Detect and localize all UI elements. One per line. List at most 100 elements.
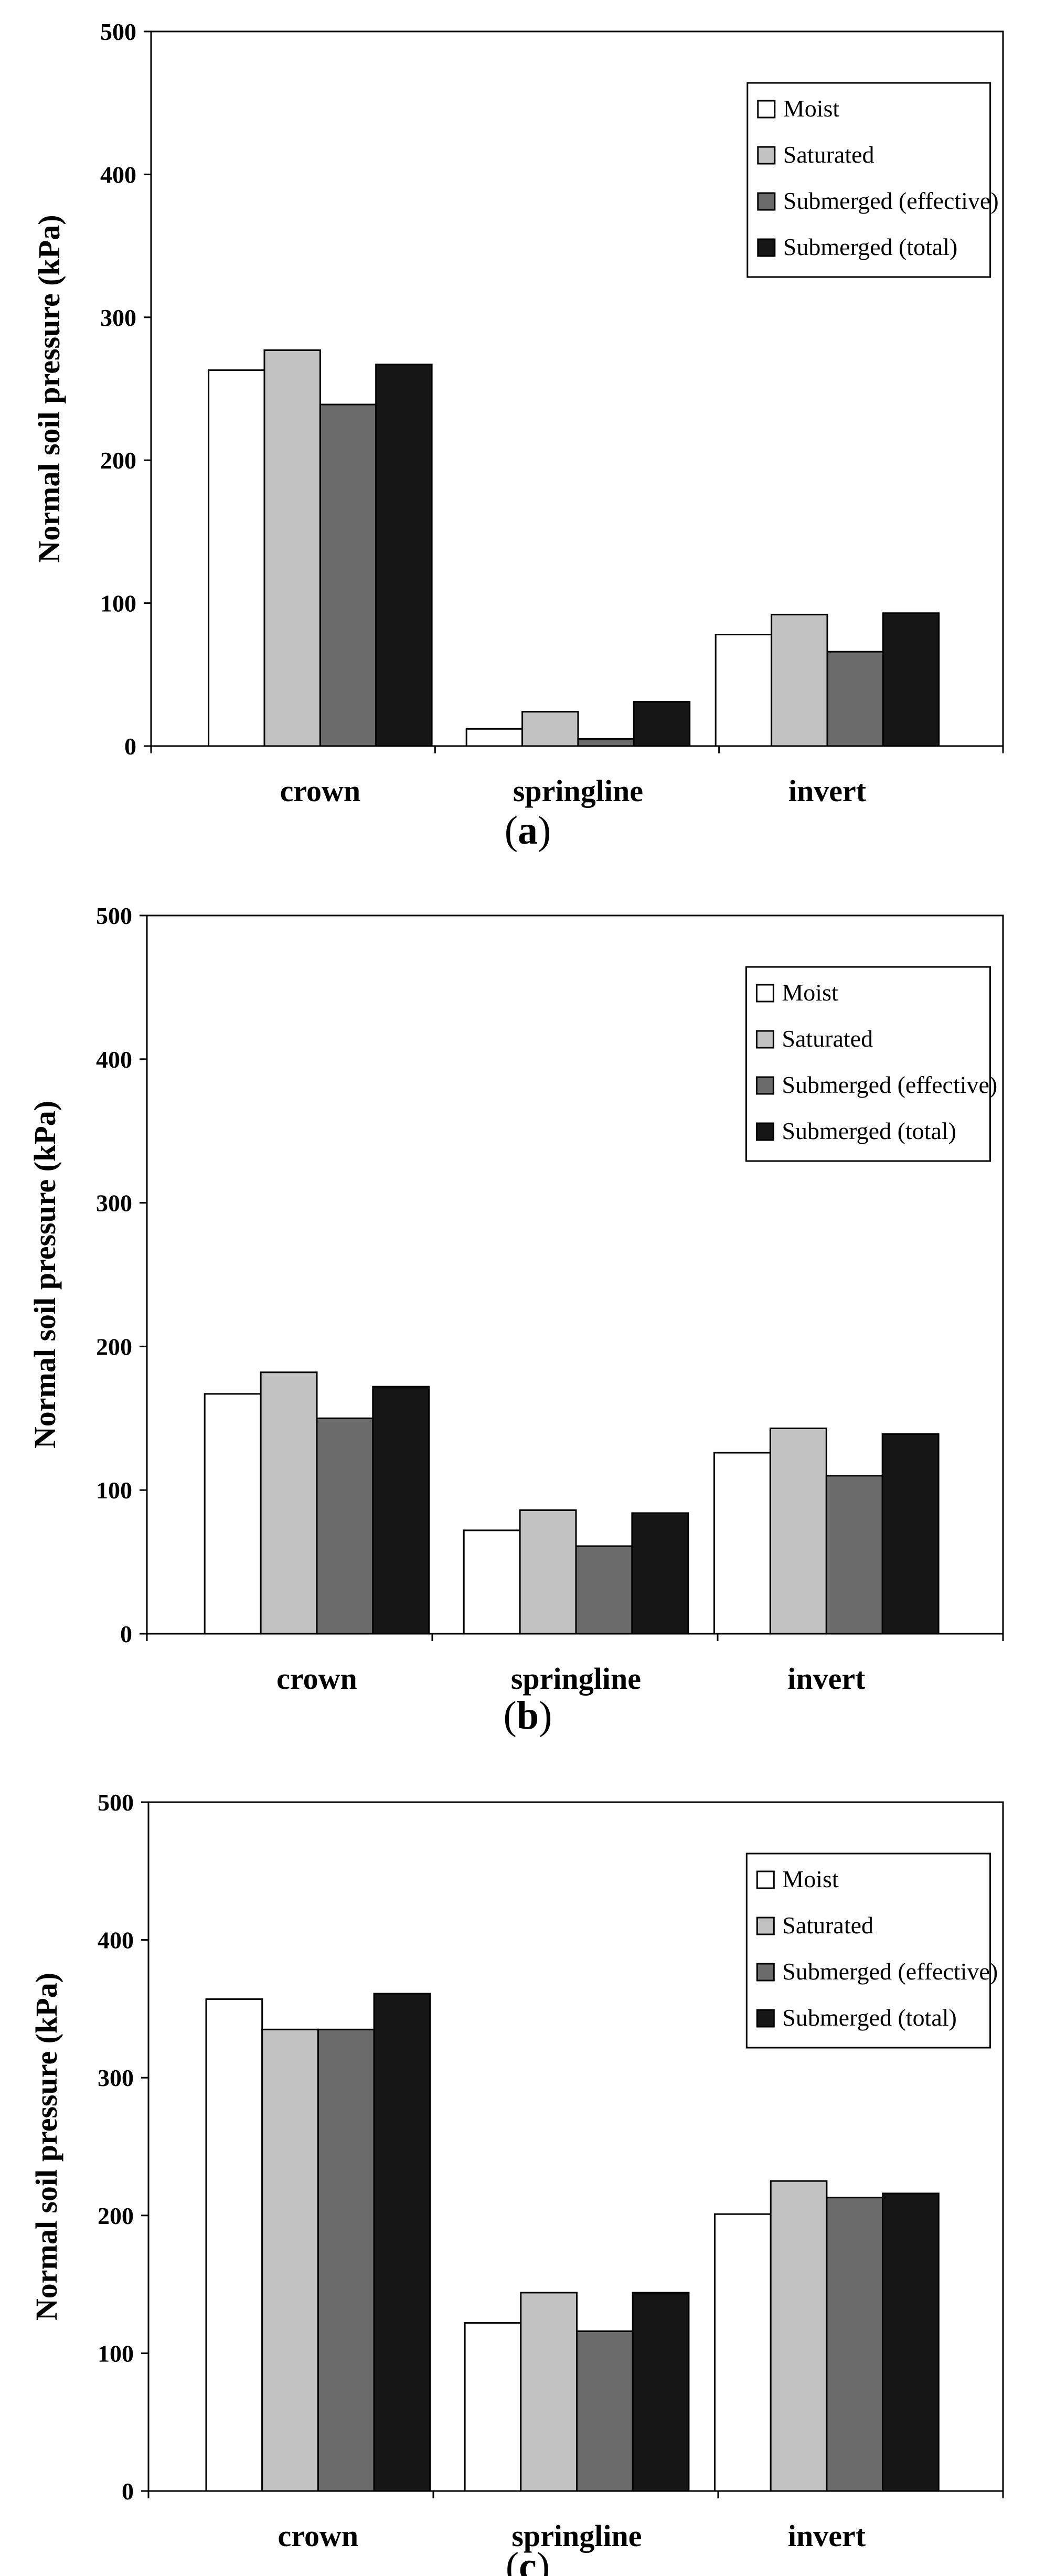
legend <box>746 82 991 278</box>
category-label-springline: springline <box>513 774 643 808</box>
bar-springline-saturated <box>519 1509 577 1635</box>
bar-crown-saturated <box>260 1371 318 1635</box>
y-tick-label: 400 <box>98 1927 134 1954</box>
bar-crown-moist <box>204 1393 262 1635</box>
bar-invert-moist <box>714 2213 772 2492</box>
y-tick-label: 200 <box>98 2202 134 2229</box>
chart-panel-b: 0 100 200 300 400 500 crown springline invert Nor… <box>28 902 1004 1738</box>
legend-swatch <box>757 146 776 165</box>
panel-label: (a) <box>505 808 551 853</box>
y-tick-label: 100 <box>100 590 136 617</box>
legend-swatch <box>757 100 776 119</box>
legend-entry: Saturated <box>783 141 874 168</box>
y-tick-label: 300 <box>100 304 136 331</box>
legend-entry: Submerged (effective) <box>783 187 999 214</box>
bar-crown-moist <box>205 1998 263 2492</box>
legend-swatch <box>757 238 776 257</box>
bar-springline-saturated <box>520 2292 578 2492</box>
bar-crown-saturated <box>263 349 321 747</box>
y-tick-label: 300 <box>96 1190 132 1217</box>
y-tick-label: 400 <box>96 1046 132 1073</box>
legend-swatch <box>756 1870 775 1889</box>
bar-springline-moist <box>463 1529 521 1635</box>
y-tick-label: 0 <box>122 2478 134 2505</box>
bar-springline-submerged-effective <box>577 738 635 747</box>
chart-panel-c: 0 100 200 300 400 500 crown springline invert Nor… <box>29 1789 1004 2576</box>
legend-swatch <box>755 1076 774 1095</box>
bar-crown-submerged-total <box>372 1386 430 1635</box>
legend-swatch <box>757 192 776 211</box>
legend-entry: Submerged (total) <box>782 2004 957 2031</box>
bar-crown-submerged-total <box>373 1993 431 2492</box>
bar-springline-submerged-total <box>633 701 691 747</box>
bar-invert-submerged-total <box>882 612 940 747</box>
y-axis-title: Normal soil pressure (kPa) <box>29 1973 63 2320</box>
legend-swatch <box>756 1963 775 1982</box>
panel-label: (c) <box>506 2545 550 2576</box>
category-label-springline: springline <box>511 1662 641 1696</box>
plot-area <box>150 30 1004 747</box>
bar-springline-moist <box>465 728 524 747</box>
legend-swatch <box>755 1122 774 1141</box>
y-tick-label: 300 <box>98 2064 134 2091</box>
legend-entry: Moist <box>782 979 838 1006</box>
legend-entry: Submerged (effective) <box>782 1071 997 1098</box>
bar-springline-submerged-total <box>632 2292 690 2492</box>
bar-crown-submerged-effective <box>319 403 377 747</box>
legend-entry: Moist <box>782 1866 839 1892</box>
bar-invert-submerged-total <box>882 2192 940 2492</box>
plot-area <box>146 914 1004 1635</box>
y-tick-label: 500 <box>98 1789 134 1816</box>
y-tick-label: 100 <box>96 1477 132 1504</box>
bar-crown-submerged-effective <box>316 1417 374 1635</box>
bar-crown-moist <box>208 369 265 747</box>
bar-invert-moist <box>713 1452 771 1635</box>
legend-entry: Submerged (effective) <box>782 1958 998 1985</box>
legend <box>745 966 991 1162</box>
y-tick-label: 0 <box>124 733 136 760</box>
legend-entry: Submerged (total) <box>782 1117 956 1144</box>
bar-invert-submerged-effective <box>826 2197 884 2492</box>
bar-crown-submerged-effective <box>317 2028 375 2492</box>
y-tick-label: 500 <box>100 18 136 45</box>
bar-invert-saturated <box>770 2180 828 2492</box>
category-label-crown: crown <box>276 1662 357 1696</box>
bar-invert-submerged-total <box>881 1433 940 1635</box>
bar-springline-saturated <box>521 711 579 747</box>
category-label-invert: invert <box>787 1662 866 1696</box>
y-tick-label: 400 <box>100 161 136 188</box>
legend-entry: Saturated <box>782 1912 873 1939</box>
y-tick-label: 200 <box>100 447 136 474</box>
y-tick-label: 100 <box>98 2340 134 2367</box>
legend-entry: Submerged (total) <box>783 233 958 260</box>
category-label-crown: crown <box>280 774 361 808</box>
legend-swatch <box>756 2009 775 2028</box>
bar-invert-submerged-effective <box>826 651 884 747</box>
y-axis-title: Normal soil pressure (kPa) <box>32 215 66 562</box>
y-tick-label: 200 <box>96 1333 132 1360</box>
category-label-invert: invert <box>788 2519 866 2553</box>
bar-invert-saturated <box>769 1428 827 1635</box>
legend-swatch <box>755 1030 774 1049</box>
chart-panel-a: 0 100 200 300 400 500 crown springline invert Nor… <box>32 18 1004 853</box>
bar-invert-saturated <box>771 613 828 747</box>
category-label-springline: springline <box>511 2519 642 2553</box>
category-label-crown: crown <box>278 2519 359 2553</box>
y-tick-label: 0 <box>120 1621 132 1647</box>
legend-swatch <box>756 1917 775 1935</box>
bar-springline-submerged-effective <box>576 2330 634 2492</box>
legend-swatch <box>755 984 774 1003</box>
plot-area <box>147 1801 1004 2492</box>
legend <box>745 1853 991 2049</box>
bar-springline-submerged-total <box>631 1512 689 1635</box>
bar-crown-submerged-total <box>375 364 433 747</box>
panel-label: (b) <box>504 1694 552 1738</box>
y-tick-label: 500 <box>96 902 132 929</box>
category-label-invert: invert <box>788 774 867 808</box>
bar-invert-submerged-effective <box>825 1475 883 1635</box>
legend-entry: Saturated <box>782 1025 873 1052</box>
legend-entry: Moist <box>783 95 840 122</box>
bar-springline-submerged-effective <box>575 1545 633 1635</box>
bar-invert-moist <box>714 634 773 747</box>
